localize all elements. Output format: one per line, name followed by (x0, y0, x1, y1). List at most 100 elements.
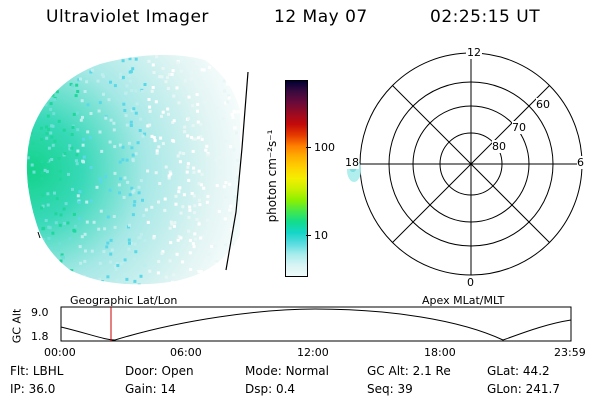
image-speckle (70, 133, 74, 136)
mlt-label-18: 18 (345, 156, 359, 169)
image-speckle (132, 189, 136, 193)
image-speckle (157, 260, 161, 263)
image-speckle (100, 280, 104, 283)
image-speckle (187, 117, 191, 121)
info-dsp: Dsp: 0.4 (245, 382, 296, 396)
image-speckle (132, 257, 136, 261)
image-speckle (191, 104, 195, 108)
image-speckle (141, 134, 145, 138)
image-speckle (76, 194, 80, 198)
image-speckle (172, 139, 176, 143)
image-speckle (119, 177, 122, 181)
image-speckle (244, 254, 247, 257)
image-speckle (86, 103, 90, 107)
image-speckle (22, 140, 25, 143)
image-speckle (138, 129, 142, 132)
image-speckle (197, 288, 200, 291)
image-speckle (74, 94, 78, 98)
info-ip: IP: 36.0 (10, 382, 56, 396)
image-speckle (192, 166, 196, 170)
image-speckle (189, 268, 193, 271)
image-speckle (47, 128, 50, 131)
image-speckle (104, 175, 108, 179)
image-speckle (116, 264, 120, 267)
image-speckle (113, 265, 117, 269)
image-speckle (242, 160, 245, 163)
image-speckle (53, 98, 57, 102)
image-speckle (143, 132, 147, 136)
image-speckle (243, 275, 246, 278)
info-flt: Flt: LBHL (10, 364, 64, 378)
image-speckle (224, 101, 228, 105)
image-speckle (219, 136, 223, 139)
image-speckle (45, 170, 49, 174)
image-speckle (130, 186, 134, 190)
image-speckle (21, 285, 24, 288)
image-speckle (172, 273, 176, 277)
image-speckle (161, 142, 165, 146)
image-speckle (116, 278, 120, 282)
image-speckle (146, 220, 150, 224)
image-speckle (46, 114, 50, 118)
image-speckle (242, 174, 245, 177)
image-speckle (130, 146, 134, 150)
image-speckle (70, 146, 74, 150)
image-speckle (74, 276, 78, 280)
image-speckle (76, 90, 80, 93)
image-speckle (234, 131, 238, 135)
image-speckle (50, 124, 54, 128)
image-speckle (49, 90, 53, 94)
mlt-label-12: 12 (466, 46, 482, 59)
image-speckle (155, 55, 159, 59)
image-speckle (139, 179, 143, 183)
image-speckle (171, 121, 175, 124)
image-speckle (193, 232, 197, 236)
image-speckle (56, 248, 60, 252)
image-speckle (61, 68, 65, 72)
image-speckle (61, 255, 65, 259)
image-speckle (124, 91, 128, 95)
image-speckle (48, 68, 52, 72)
image-speckle (192, 194, 196, 198)
image-speckle (41, 281, 45, 285)
image-speckle (26, 134, 28, 138)
image-speckle (88, 61, 92, 65)
image-speckle (45, 136, 49, 140)
image-speckle (131, 67, 135, 71)
image-speckle (45, 132, 49, 136)
image-speckle (206, 153, 210, 157)
image-speckle (50, 58, 54, 61)
image-speckle (47, 266, 51, 270)
image-speckle (64, 202, 68, 206)
image-speckle (160, 75, 164, 79)
image-speckle (155, 151, 159, 155)
image-speckle (168, 170, 172, 174)
image-speckle (198, 203, 202, 207)
image-speckle (125, 84, 129, 88)
image-speckle (37, 272, 41, 276)
image-speckle (44, 103, 48, 107)
track-xtick-1800: 18:00 (424, 346, 456, 359)
image-speckle (89, 70, 93, 74)
image-speckle (44, 219, 48, 222)
image-speckle (211, 62, 215, 66)
image-speckle (228, 182, 232, 186)
image-speckle (62, 70, 66, 74)
image-speckle (103, 227, 107, 231)
image-speckle (72, 212, 76, 216)
image-speckle (49, 97, 53, 101)
image-speckle (177, 235, 181, 238)
image-speckle (102, 92, 105, 96)
image-speckle (187, 178, 191, 182)
image-speckle (143, 264, 147, 268)
image-speckle (113, 225, 117, 229)
image-speckle (206, 94, 210, 98)
image-speckle (180, 287, 183, 290)
image-speckle (25, 287, 28, 290)
track-xtick-1200: 12:00 (297, 346, 329, 359)
colorbar-unit-label: photon cm⁻²s⁻¹ (265, 129, 279, 223)
image-speckle (167, 73, 171, 76)
image-speckle (231, 245, 235, 249)
image-speckle (89, 199, 93, 203)
lat-label-60: 60 (536, 98, 550, 111)
